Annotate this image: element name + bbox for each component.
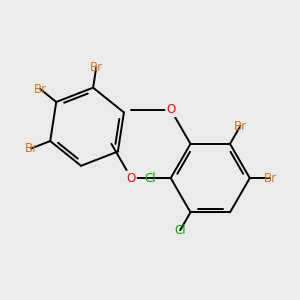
Text: Br: Br bbox=[34, 82, 47, 96]
Text: O: O bbox=[127, 172, 136, 184]
Text: Br: Br bbox=[264, 172, 277, 184]
Text: Br: Br bbox=[234, 120, 247, 133]
Text: Cl: Cl bbox=[174, 224, 186, 237]
Text: Cl: Cl bbox=[144, 172, 156, 184]
Text: Br: Br bbox=[25, 142, 38, 155]
Text: Br: Br bbox=[90, 61, 103, 74]
Text: O: O bbox=[166, 103, 175, 116]
